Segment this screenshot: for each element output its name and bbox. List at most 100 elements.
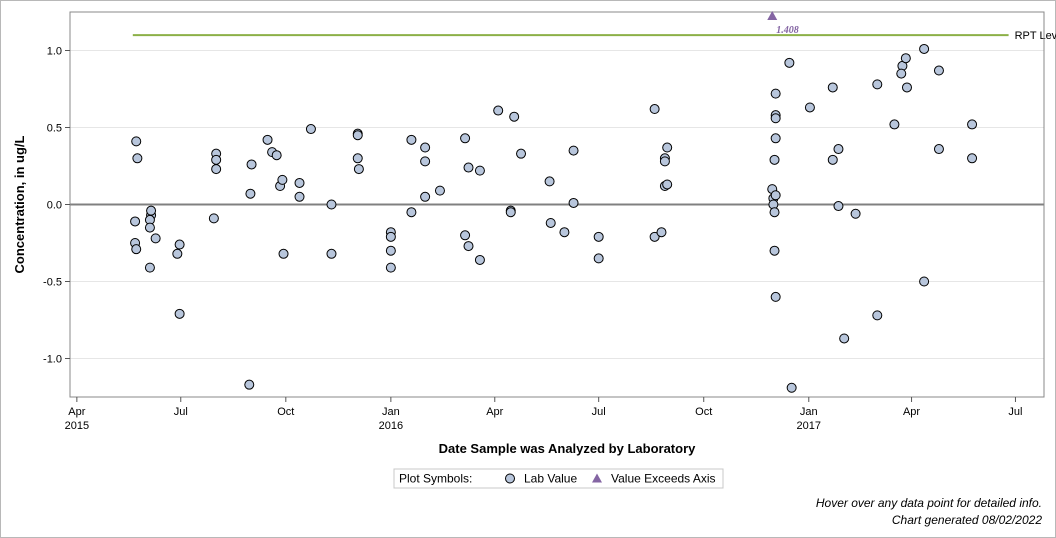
data-point [246, 159, 257, 170]
reference-lines: RPT Level [70, 30, 1056, 206]
y-tick-label: -0.5 [43, 277, 62, 289]
data-point [463, 162, 474, 173]
x-tick-label: Jan [800, 406, 818, 418]
data-point [889, 119, 900, 130]
y-axis-title: Concentration, in ug/L [12, 135, 27, 273]
data-point [463, 241, 474, 252]
data-point [770, 190, 781, 201]
data-point [919, 43, 930, 54]
y-tick-label: 0.5 [47, 123, 62, 135]
data-point [770, 291, 781, 302]
legend-box [393, 468, 724, 489]
data-point [326, 248, 337, 259]
data-point [662, 179, 673, 190]
data-point [896, 68, 907, 79]
data-point [245, 188, 256, 199]
x-tick-label: Jul [592, 406, 606, 418]
data-point [872, 310, 883, 321]
legend-triangle-icon [592, 473, 602, 483]
data-point [872, 79, 883, 90]
data-point [174, 308, 185, 319]
data-points: 1.408 [130, 11, 978, 393]
y-tick-label: 1.0 [47, 46, 62, 58]
legend: Plot Symbols: Lab Value Value Exceeds Axis [393, 468, 724, 489]
x-tick-label: Oct [277, 406, 294, 418]
data-point [262, 134, 273, 145]
data-point [967, 119, 978, 130]
data-point [130, 216, 141, 227]
generated-date: Chart generated 08/02/2022 [891, 513, 1042, 527]
data-point [146, 205, 157, 216]
legend-circle-icon [505, 473, 515, 484]
data-point [385, 245, 396, 256]
data-point [474, 165, 485, 176]
data-point [649, 231, 660, 242]
data-point [933, 65, 944, 76]
data-point [277, 174, 288, 185]
data-point [305, 124, 316, 135]
exceeds-axis-marker [767, 11, 778, 20]
data-point [211, 154, 222, 165]
y-axis: 1.0 0.5 0.0 -0.5 -1.0 [43, 46, 70, 366]
legend-title: Plot Symbols: [399, 472, 472, 486]
data-point [804, 102, 815, 113]
data-point [144, 262, 155, 273]
data-point [353, 164, 364, 175]
data-point [131, 244, 142, 255]
x-tick-label: Oct [695, 406, 712, 418]
data-point [786, 382, 797, 393]
data-point [516, 148, 527, 159]
data-point [132, 153, 143, 164]
data-point [827, 82, 838, 93]
x-tick-label: Jul [174, 406, 188, 418]
data-point [420, 156, 431, 167]
data-point [967, 153, 978, 164]
data-point [244, 379, 255, 390]
data-point [460, 133, 471, 144]
data-point [850, 208, 861, 219]
data-point [769, 207, 780, 218]
data-point [144, 222, 155, 233]
data-point [505, 207, 516, 218]
data-point [326, 199, 337, 210]
x-tick-year-label: 2016 [379, 420, 403, 432]
x-tick-year-label: 2015 [65, 420, 89, 432]
x-tick-label: Jul [1008, 406, 1022, 418]
y-tick-label: 0.0 [47, 200, 62, 212]
x-tick-year-label: 2017 [797, 420, 821, 432]
data-point [839, 333, 850, 344]
data-point [420, 191, 431, 202]
data-point [352, 130, 363, 141]
x-tick-label: Apr [486, 406, 503, 418]
data-point [406, 207, 417, 218]
exceeds-value-label: 1.408 [776, 25, 799, 36]
data-point [544, 176, 555, 187]
data-point [900, 53, 911, 64]
data-point [474, 254, 485, 265]
x-tick-label: Jan [382, 406, 400, 418]
data-point [659, 156, 670, 167]
data-point [833, 201, 844, 212]
data-point [827, 154, 838, 165]
data-point [406, 134, 417, 145]
x-axis: Apr 2015 Jul Oct Jan 2016 Apr Jul Oct Jan 2017 Apr J… [65, 397, 1022, 432]
data-point [901, 82, 912, 93]
data-point [208, 213, 219, 224]
data-point [493, 105, 504, 116]
data-point [656, 227, 667, 238]
x-tick-label: Apr [68, 406, 85, 418]
data-point [294, 177, 305, 188]
data-point [172, 248, 183, 259]
data-point [770, 113, 781, 124]
data-point [509, 111, 520, 122]
data-point [593, 231, 604, 242]
legend-item-label: Value Exceeds Axis [611, 472, 716, 486]
data-point [649, 104, 660, 115]
data-point [294, 191, 305, 202]
data-point [352, 153, 363, 164]
legend-item-label: Lab Value [524, 472, 577, 486]
rpt-level-label: RPT Level [1015, 30, 1056, 42]
data-point [434, 185, 445, 196]
data-point [568, 197, 579, 208]
